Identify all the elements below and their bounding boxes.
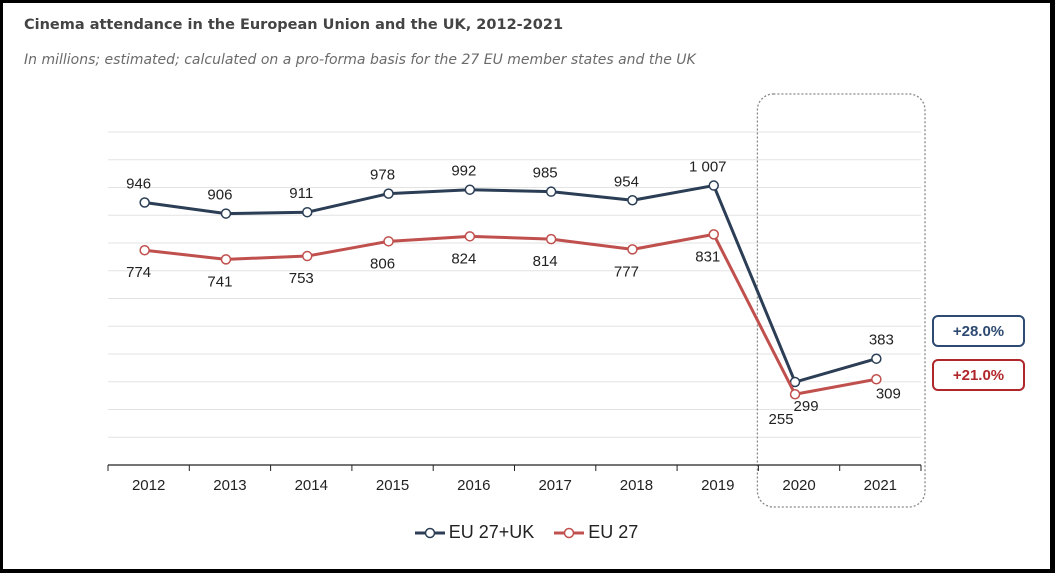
data-point [708, 229, 719, 240]
x-tick-label: 2015 [376, 477, 409, 494]
data-point [627, 244, 638, 255]
data-point [139, 244, 150, 256]
data-label: 309 [876, 385, 901, 402]
data-label: 906 [207, 187, 232, 204]
chart-subtitle: In millions; estimated; calculated on a … [24, 52, 696, 68]
data-point [383, 236, 394, 247]
data-label: 753 [289, 270, 314, 287]
data-label: 299 [794, 398, 819, 415]
x-tick-label: 2019 [701, 477, 734, 494]
chart-title: Cinema attendance in the European Union … [24, 17, 564, 33]
x-tick-label: 2016 [457, 477, 490, 494]
data-label: 946 [126, 175, 151, 192]
data-point [383, 188, 394, 199]
data-label: 824 [451, 250, 476, 267]
data-point [220, 208, 232, 219]
chart-frame: Cinema attendance in the European Union … [3, 3, 1050, 569]
data-point [871, 374, 882, 385]
legend-marker-eu27 [554, 527, 585, 538]
legend-item-eu27-uk: EU 27+UK [414, 522, 535, 543]
data-point [545, 186, 557, 197]
data-label: 978 [370, 167, 395, 184]
x-tick-label: 2021 [864, 477, 897, 494]
data-label: 777 [614, 263, 639, 280]
line-chart: 2012 2013 2014 2015 2016 2017 2018 2019 2020 2021… [107, 93, 926, 508]
data-point [708, 180, 719, 191]
series-line-1 [144, 232, 877, 396]
highlight-box [756, 93, 926, 508]
change-badge-eu27-uk: +28.0% [932, 315, 1025, 347]
data-label: 985 [533, 165, 558, 182]
legend-label-eu27-uk: EU 27+UK [448, 522, 535, 542]
x-tick-label: 2017 [538, 477, 571, 494]
data-label: 911 [289, 185, 313, 202]
data-label: 255 [769, 411, 794, 428]
data-label: 814 [533, 253, 558, 270]
data-label: 831 [695, 248, 720, 265]
x-tick-label: 2014 [295, 477, 328, 494]
data-point [871, 353, 882, 364]
legend-marker-eu27-uk [414, 527, 445, 538]
data-point [302, 206, 313, 218]
x-tick-label: 2013 [213, 477, 246, 494]
data-point [302, 250, 313, 262]
data-label: 806 [370, 255, 395, 272]
data-point [464, 184, 476, 195]
x-tick-label: 2012 [132, 477, 165, 494]
data-label: 992 [451, 163, 476, 180]
data-label: 383 [869, 332, 894, 349]
data-point [464, 231, 476, 242]
data-point [789, 376, 801, 388]
change-badge-eu27: +21.0% [932, 359, 1025, 391]
data-point [789, 388, 801, 400]
data-label: 954 [614, 173, 639, 190]
chart-legend: EU 27+UK EU 27 [3, 522, 1050, 543]
legend-item-eu27: EU 27 [554, 522, 638, 543]
data-point [627, 195, 638, 206]
data-point [220, 254, 232, 265]
data-point [545, 233, 557, 245]
x-tick-label: 2020 [782, 477, 815, 494]
series-line-0 [144, 184, 877, 384]
data-point [139, 197, 150, 208]
data-label: 1 007 [689, 159, 727, 176]
x-tick-label: 2018 [620, 477, 653, 494]
legend-label-eu27: EU 27 [588, 522, 639, 542]
data-label: 774 [126, 264, 151, 281]
data-label: 741 [207, 273, 232, 290]
